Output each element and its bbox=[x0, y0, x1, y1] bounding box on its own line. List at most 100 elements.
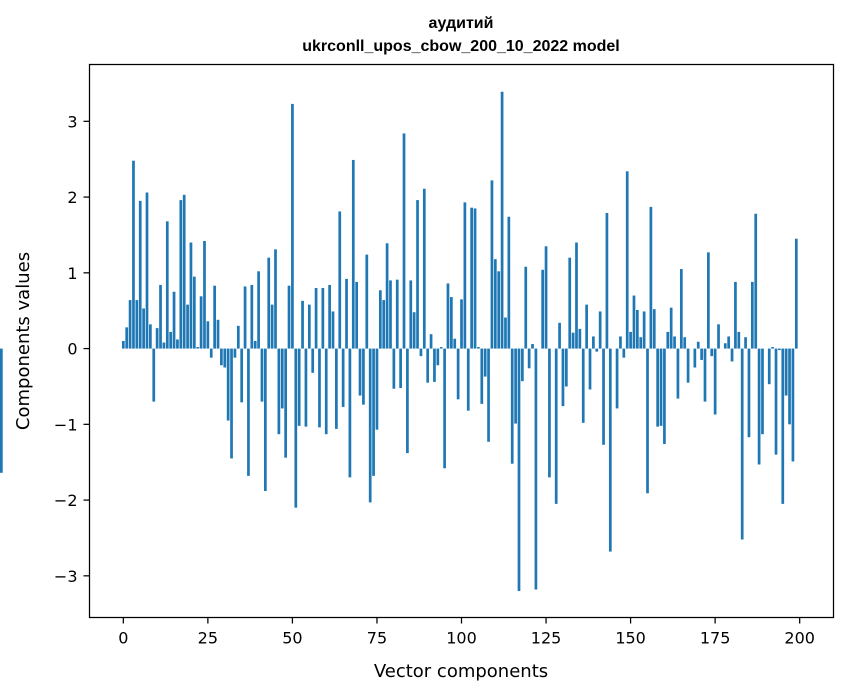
bar-component-160 bbox=[663, 348, 666, 445]
bar-component-106 bbox=[480, 348, 484, 404]
y-tick-label: −3 bbox=[54, 567, 78, 586]
bar-component-94 bbox=[439, 347, 443, 349]
bar-component-107 bbox=[483, 348, 487, 377]
bar-component-137 bbox=[585, 304, 588, 349]
bar-component-62 bbox=[331, 311, 335, 349]
bar-component-185 bbox=[747, 348, 751, 438]
x-tick-label: 100 bbox=[446, 629, 477, 648]
bar-component-130 bbox=[561, 348, 565, 407]
bar-component-66 bbox=[345, 278, 348, 349]
bar-component-186 bbox=[750, 281, 754, 349]
bar-component-126 bbox=[548, 348, 551, 478]
bar-component-162 bbox=[669, 307, 673, 349]
bar-component-179 bbox=[727, 336, 731, 349]
bar-component-90 bbox=[426, 348, 430, 383]
bar-component-12 bbox=[162, 342, 166, 349]
bar-component-35 bbox=[240, 348, 244, 403]
bar-component-36 bbox=[243, 286, 247, 349]
bar-component-184 bbox=[744, 337, 747, 349]
bar-component-60 bbox=[324, 348, 328, 435]
bar-component-88 bbox=[419, 348, 423, 357]
bar-component-71 bbox=[362, 348, 365, 405]
bar-component-151 bbox=[632, 295, 636, 349]
bar-component-18 bbox=[182, 194, 186, 349]
bar-component-110 bbox=[493, 259, 497, 349]
bar-component-113 bbox=[504, 317, 507, 349]
bar-component-172 bbox=[703, 348, 707, 402]
bar-component-92 bbox=[433, 348, 436, 382]
bar-component-176 bbox=[717, 324, 720, 349]
bar-component-194 bbox=[778, 348, 781, 351]
bar-component-63 bbox=[335, 348, 338, 429]
bar-component-180 bbox=[730, 348, 734, 362]
bar-component-158 bbox=[656, 348, 659, 427]
bar-component-181 bbox=[734, 281, 737, 349]
bar-component-140 bbox=[595, 348, 599, 352]
y-tick-label: 3 bbox=[67, 112, 77, 131]
x-axis-ticks: 0 25 50 75 100 125 150 175 200 bbox=[118, 617, 815, 648]
bar-component-98 bbox=[453, 338, 457, 349]
bar-component-191 bbox=[767, 348, 771, 385]
bar-component-1 bbox=[125, 327, 129, 349]
bar-component-37 bbox=[247, 348, 250, 476]
bar-component-196 bbox=[784, 348, 788, 396]
bar-component-197 bbox=[788, 348, 791, 425]
bar-component-87 bbox=[416, 200, 419, 349]
x-tick-label: 75 bbox=[367, 629, 387, 648]
bar-component-100 bbox=[460, 299, 463, 349]
bar-component-189 bbox=[761, 348, 764, 435]
bar-component-0 bbox=[121, 341, 125, 349]
x-tick-label: 0 bbox=[118, 629, 128, 648]
bar-component-156 bbox=[649, 206, 653, 349]
bar-component-44 bbox=[270, 304, 274, 349]
x-tick-label: 200 bbox=[784, 629, 815, 648]
bar-component-117 bbox=[517, 348, 521, 591]
bar-component-188 bbox=[757, 348, 761, 465]
x-tick-label: 50 bbox=[282, 629, 302, 648]
bar-component-77 bbox=[382, 300, 386, 349]
bar-component-144 bbox=[608, 348, 612, 552]
bar-component-154 bbox=[642, 311, 646, 349]
bar-component-149 bbox=[625, 171, 629, 349]
bar-component-124 bbox=[541, 269, 545, 349]
bar-component-64 bbox=[338, 211, 342, 349]
x-tick-label: 150 bbox=[615, 629, 646, 648]
bar-component-40 bbox=[257, 271, 260, 349]
bar-component-5 bbox=[138, 200, 142, 349]
bar-component-16 bbox=[176, 339, 179, 349]
bar-component-178 bbox=[723, 343, 727, 349]
bar-component-84 bbox=[406, 348, 409, 454]
bar-component-170 bbox=[696, 341, 700, 349]
bar-component-118 bbox=[521, 348, 524, 382]
y-axis-ticks: −3 −2 −1 0 1 2 3 bbox=[54, 112, 90, 586]
bar-component-55 bbox=[307, 304, 311, 349]
bar-component-9 bbox=[152, 348, 156, 402]
bar-component-159 bbox=[659, 348, 663, 426]
bar-component-174 bbox=[710, 348, 714, 357]
bar-component-157 bbox=[652, 309, 656, 349]
bar-component-41 bbox=[260, 348, 264, 402]
bar-component-59 bbox=[321, 287, 325, 349]
bar-component-187 bbox=[754, 213, 758, 349]
chart-title: аудитий bbox=[429, 15, 494, 32]
bar-component-21 bbox=[192, 276, 196, 349]
bar-component-17 bbox=[179, 200, 183, 349]
bar-component-7 bbox=[145, 192, 149, 349]
bar-component-69 bbox=[355, 281, 359, 349]
bar-component-199 bbox=[794, 238, 798, 349]
bar-component-19 bbox=[186, 304, 189, 349]
bar-component-15 bbox=[172, 291, 176, 349]
bar-component-148 bbox=[622, 348, 626, 358]
bar-component-120 bbox=[527, 348, 531, 369]
y-axis-label: Components values bbox=[13, 252, 34, 430]
bar-component-152 bbox=[636, 309, 639, 349]
bar-component-50 bbox=[291, 103, 294, 349]
bar-component-82 bbox=[399, 348, 402, 388]
bar-component-95 bbox=[443, 348, 446, 469]
bar-component-175 bbox=[713, 348, 717, 415]
bar-component-114 bbox=[507, 216, 511, 349]
bar-component-27 bbox=[213, 285, 216, 349]
bar-component-26 bbox=[209, 348, 213, 358]
